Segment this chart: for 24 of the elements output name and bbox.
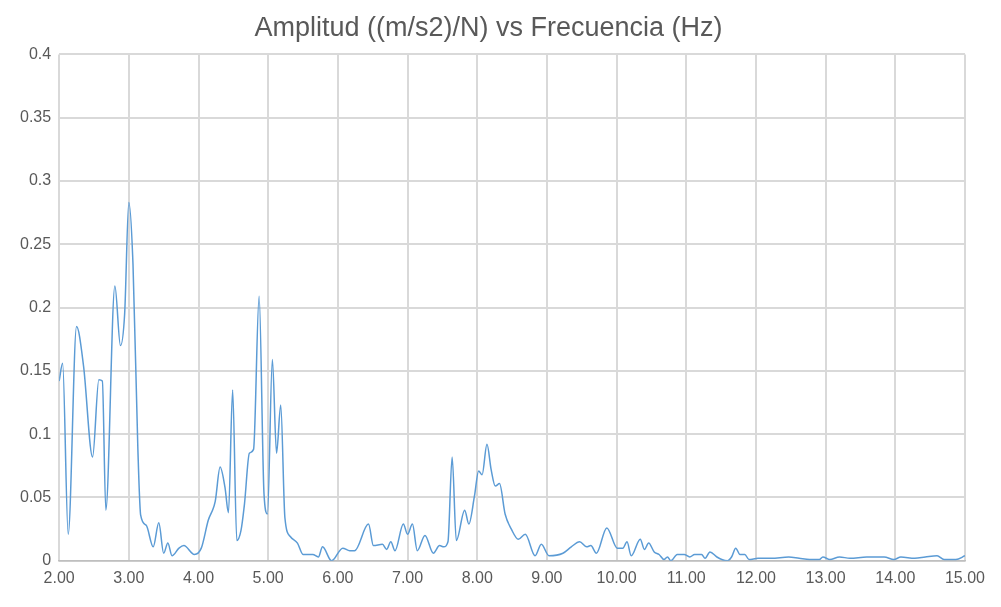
y-tick-label: 0.4 [28, 44, 52, 62]
x-tick-label: 6.00 [322, 568, 354, 586]
x-tick-label: 7.00 [391, 568, 424, 586]
x-tick-label: 9.00 [531, 568, 563, 586]
x-tick-label: 5.00 [252, 568, 284, 586]
y-tick-label: 0 [42, 551, 52, 569]
x-tick-label: 3.00 [113, 568, 145, 586]
x-tick-label: 14.00 [875, 568, 916, 586]
y-tick-label: 0.2 [28, 298, 52, 316]
x-tick-label: 12.00 [735, 568, 777, 586]
y-tick-label: 0.25 [20, 234, 52, 252]
x-tick-label: 13.00 [805, 568, 846, 586]
chart-title: Amplitud ((m/s2)/N) vs Frecuencia (Hz) [254, 11, 723, 42]
x-tick-label: 11.00 [666, 568, 706, 586]
y-tick-label: 0.1 [28, 424, 52, 442]
y-tick-label: 0.35 [20, 108, 52, 126]
y-tick-label: 0.05 [20, 487, 52, 505]
y-tick-label: 0.15 [20, 361, 52, 379]
x-tick-label: 15.00 [944, 568, 986, 586]
x-tick-label: 2.00 [43, 568, 75, 586]
x-tick-label: 8.00 [461, 568, 493, 586]
y-tick-label: 0.3 [28, 171, 52, 189]
x-tick-label: 10.00 [596, 568, 637, 586]
x-tick-label: 4.00 [182, 568, 215, 586]
